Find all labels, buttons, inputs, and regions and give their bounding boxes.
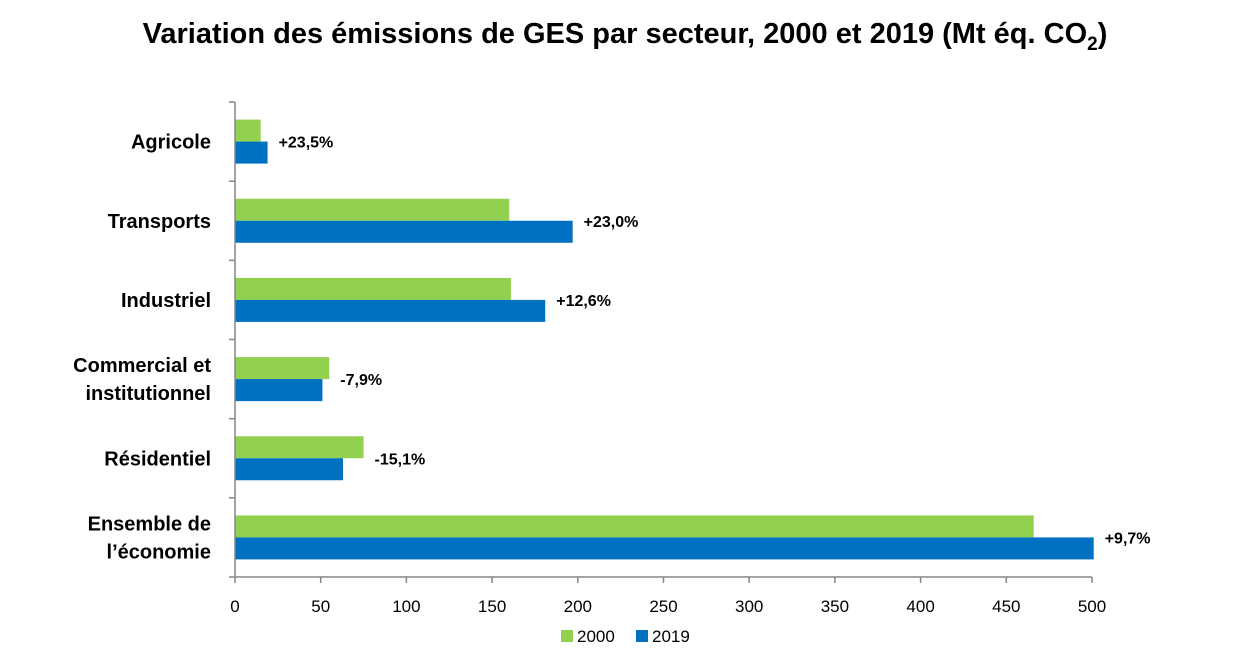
bars-layer: [235, 119, 1094, 560]
x-tick-label-50: 50: [311, 597, 330, 616]
bar-2000-commercial-et-institutionnel: [235, 357, 330, 380]
legend: 2000 2019: [561, 627, 690, 646]
legend-label-2019: 2019: [652, 627, 690, 646]
data-label-residentiel: -15,1%: [375, 451, 426, 468]
data-label-industriel: +12,6%: [556, 293, 611, 310]
bar-2019-transports: [235, 220, 573, 243]
category-label-ensemble-de-l-economie-line-1: Ensemble de: [88, 513, 211, 535]
x-tick-label-200: 200: [564, 597, 592, 616]
bar-2000-agricole: [235, 119, 261, 142]
bar-2019-residentiel: [235, 458, 343, 481]
bar-2000-industriel: [235, 277, 511, 300]
chart-title: Variation des émissions de GES par secte…: [0, 18, 1250, 56]
category-label-industriel: Industriel: [121, 290, 211, 312]
bar-2019-industriel: [235, 299, 546, 322]
x-tick-label-350: 350: [821, 597, 849, 616]
data-label-ensemble-de-l-economie: +9,7%: [1105, 530, 1151, 547]
category-label-commercial-et-institutionnel-line-1: Commercial et: [73, 355, 211, 377]
legend-label-2000: 2000: [577, 627, 615, 646]
legend-swatch-2000: [561, 630, 573, 642]
bar-2000-transports: [235, 198, 510, 221]
data-label-commercial-et-institutionnel: -7,9%: [340, 372, 382, 389]
x-tick-label-100: 100: [392, 597, 420, 616]
category-label-agricole: Agricole: [131, 132, 211, 154]
data-label-agricole: +23,5%: [279, 135, 334, 152]
bar-2000-residentiel: [235, 436, 364, 459]
x-tick-label-450: 450: [992, 597, 1020, 616]
x-tick-label-400: 400: [906, 597, 934, 616]
data-label-transports: +23,0%: [584, 214, 639, 231]
x-tick-label-300: 300: [735, 597, 763, 616]
bar-2019-commercial-et-institutionnel: [235, 379, 323, 402]
bar-2019-agricole: [235, 141, 268, 164]
category-label-residentiel: Résidentiel: [104, 448, 211, 470]
legend-swatch-2019: [636, 630, 648, 642]
bar-2019-ensemble-de-l-economie: [235, 537, 1094, 560]
category-label-commercial-et-institutionnel-line-2: institutionnel: [85, 383, 211, 405]
x-tick-label-250: 250: [649, 597, 677, 616]
x-tick-label-150: 150: [478, 597, 506, 616]
chart-title-suffix: ): [1097, 18, 1108, 50]
x-tick-label-500: 500: [1078, 597, 1106, 616]
axes-layer: 0 50 100 150 200 250 300 350 400 450 500: [229, 101, 1106, 616]
labels-layer: Agricole +23,5% Transports +23,0% Industriel…: [73, 132, 1150, 564]
category-label-transports: Transports: [108, 211, 211, 233]
chart-title-text: Variation des émissions de GES par secte…: [142, 18, 1088, 50]
category-label-ensemble-de-l-economie-line-2: l’économie: [107, 541, 211, 563]
x-tick-label-0: 0: [230, 597, 239, 616]
bar-2000-ensemble-de-l-economie: [235, 515, 1034, 538]
chart-title-subscript: 2: [1087, 33, 1098, 55]
